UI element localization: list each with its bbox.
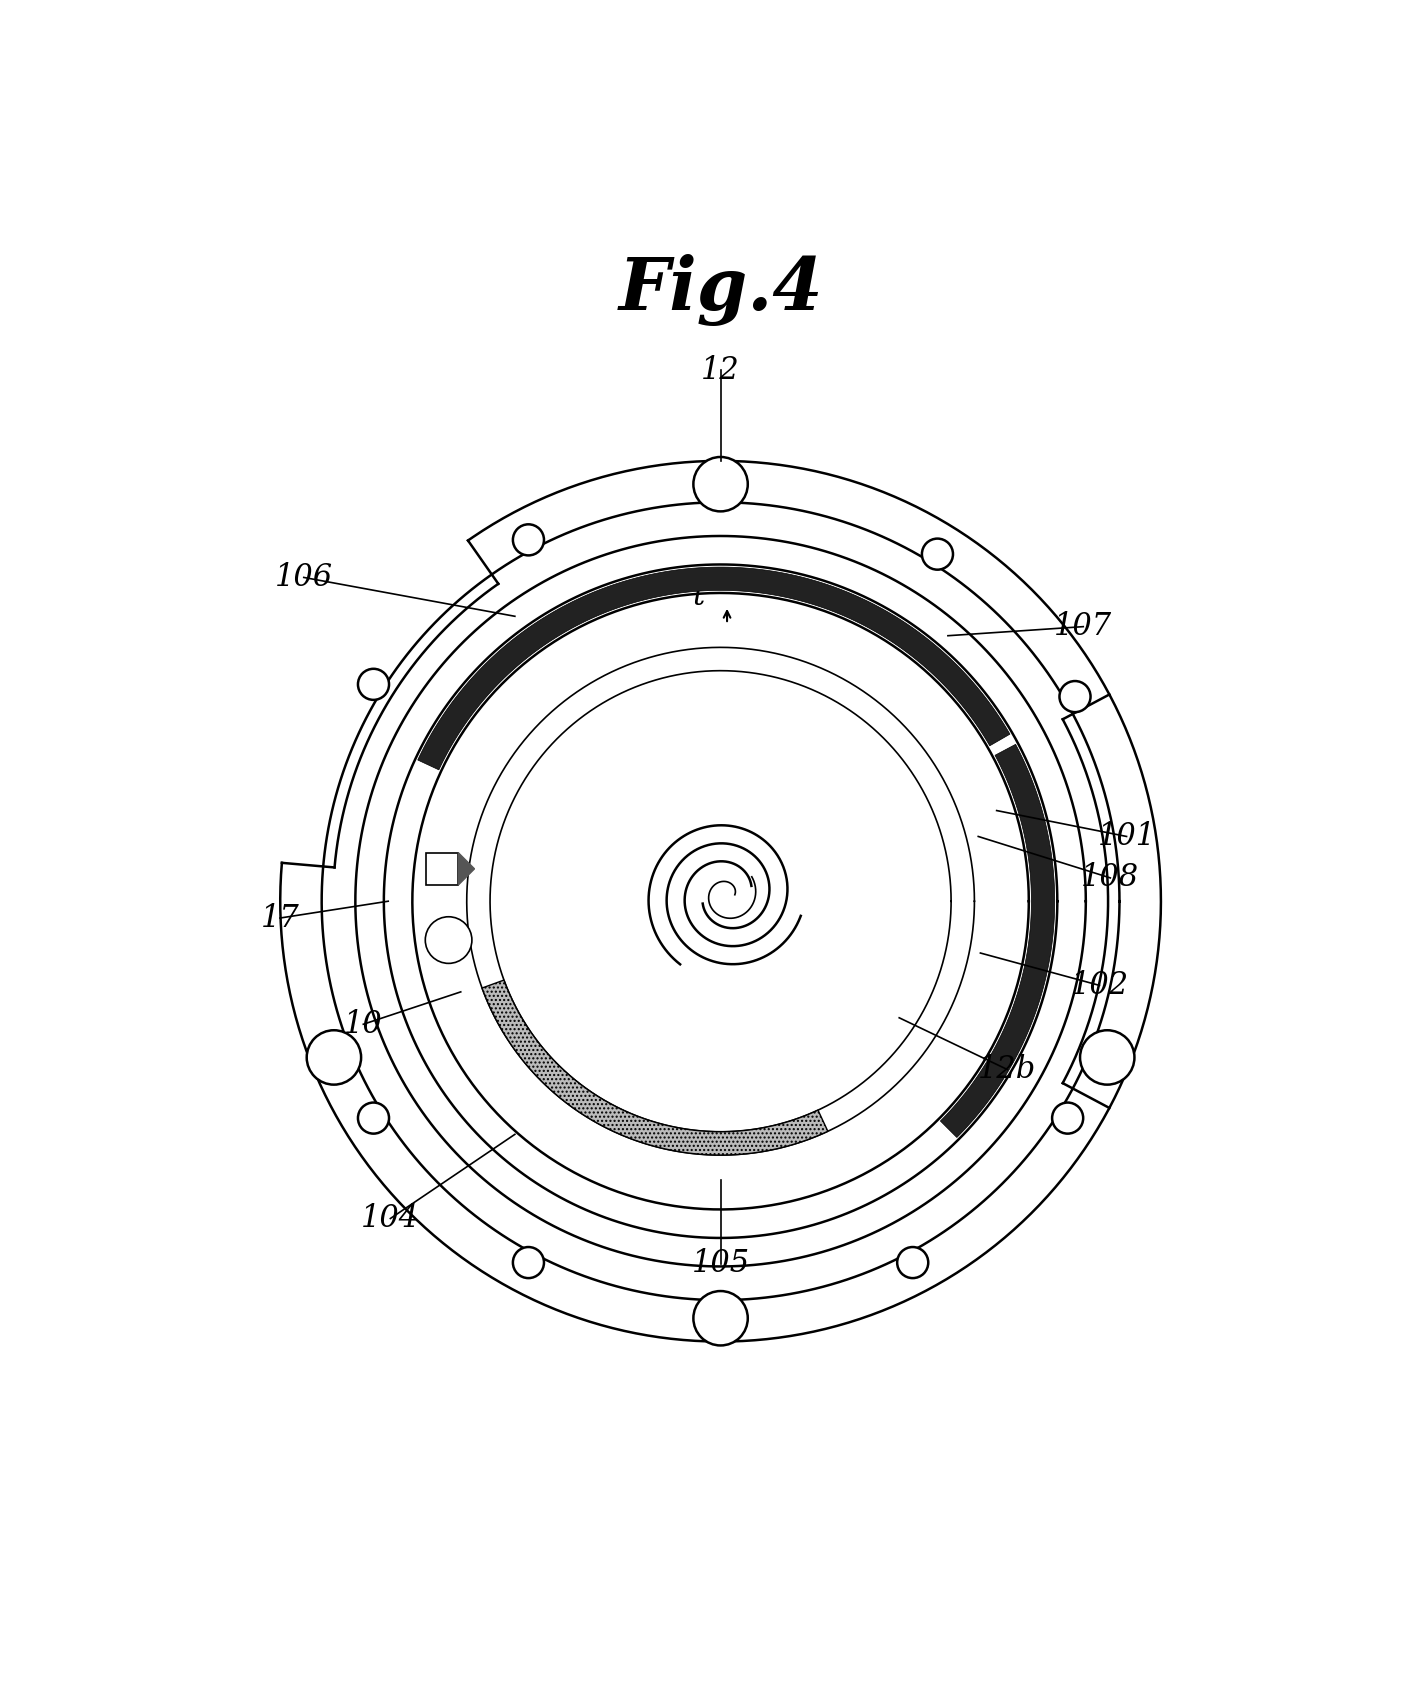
Circle shape <box>693 1292 748 1346</box>
Text: 10: 10 <box>344 1009 382 1039</box>
Circle shape <box>1080 1031 1135 1085</box>
Text: 17: 17 <box>260 903 299 934</box>
Text: 106: 106 <box>274 562 333 594</box>
Circle shape <box>922 538 953 570</box>
Text: 105: 105 <box>692 1248 749 1280</box>
Circle shape <box>359 1102 389 1134</box>
Polygon shape <box>458 853 474 885</box>
Text: 104: 104 <box>361 1203 419 1235</box>
Text: 12b: 12b <box>979 1055 1036 1085</box>
Circle shape <box>513 525 544 555</box>
Circle shape <box>897 1246 928 1278</box>
Text: 102: 102 <box>1070 971 1129 1001</box>
Text: 107: 107 <box>1054 611 1112 643</box>
Circle shape <box>307 1031 361 1085</box>
Polygon shape <box>418 567 1010 770</box>
Bar <box>426 853 458 885</box>
Circle shape <box>1052 1102 1083 1134</box>
Polygon shape <box>482 981 828 1156</box>
Circle shape <box>1060 681 1091 711</box>
Circle shape <box>425 917 472 964</box>
Text: 108: 108 <box>1081 863 1139 893</box>
Text: 101: 101 <box>1098 821 1156 853</box>
Text: 12: 12 <box>702 355 740 385</box>
Polygon shape <box>941 745 1054 1137</box>
Circle shape <box>359 669 389 700</box>
Text: Fig.4: Fig.4 <box>619 254 823 326</box>
Circle shape <box>693 458 748 511</box>
Circle shape <box>513 1246 544 1278</box>
Text: t: t <box>692 582 704 612</box>
